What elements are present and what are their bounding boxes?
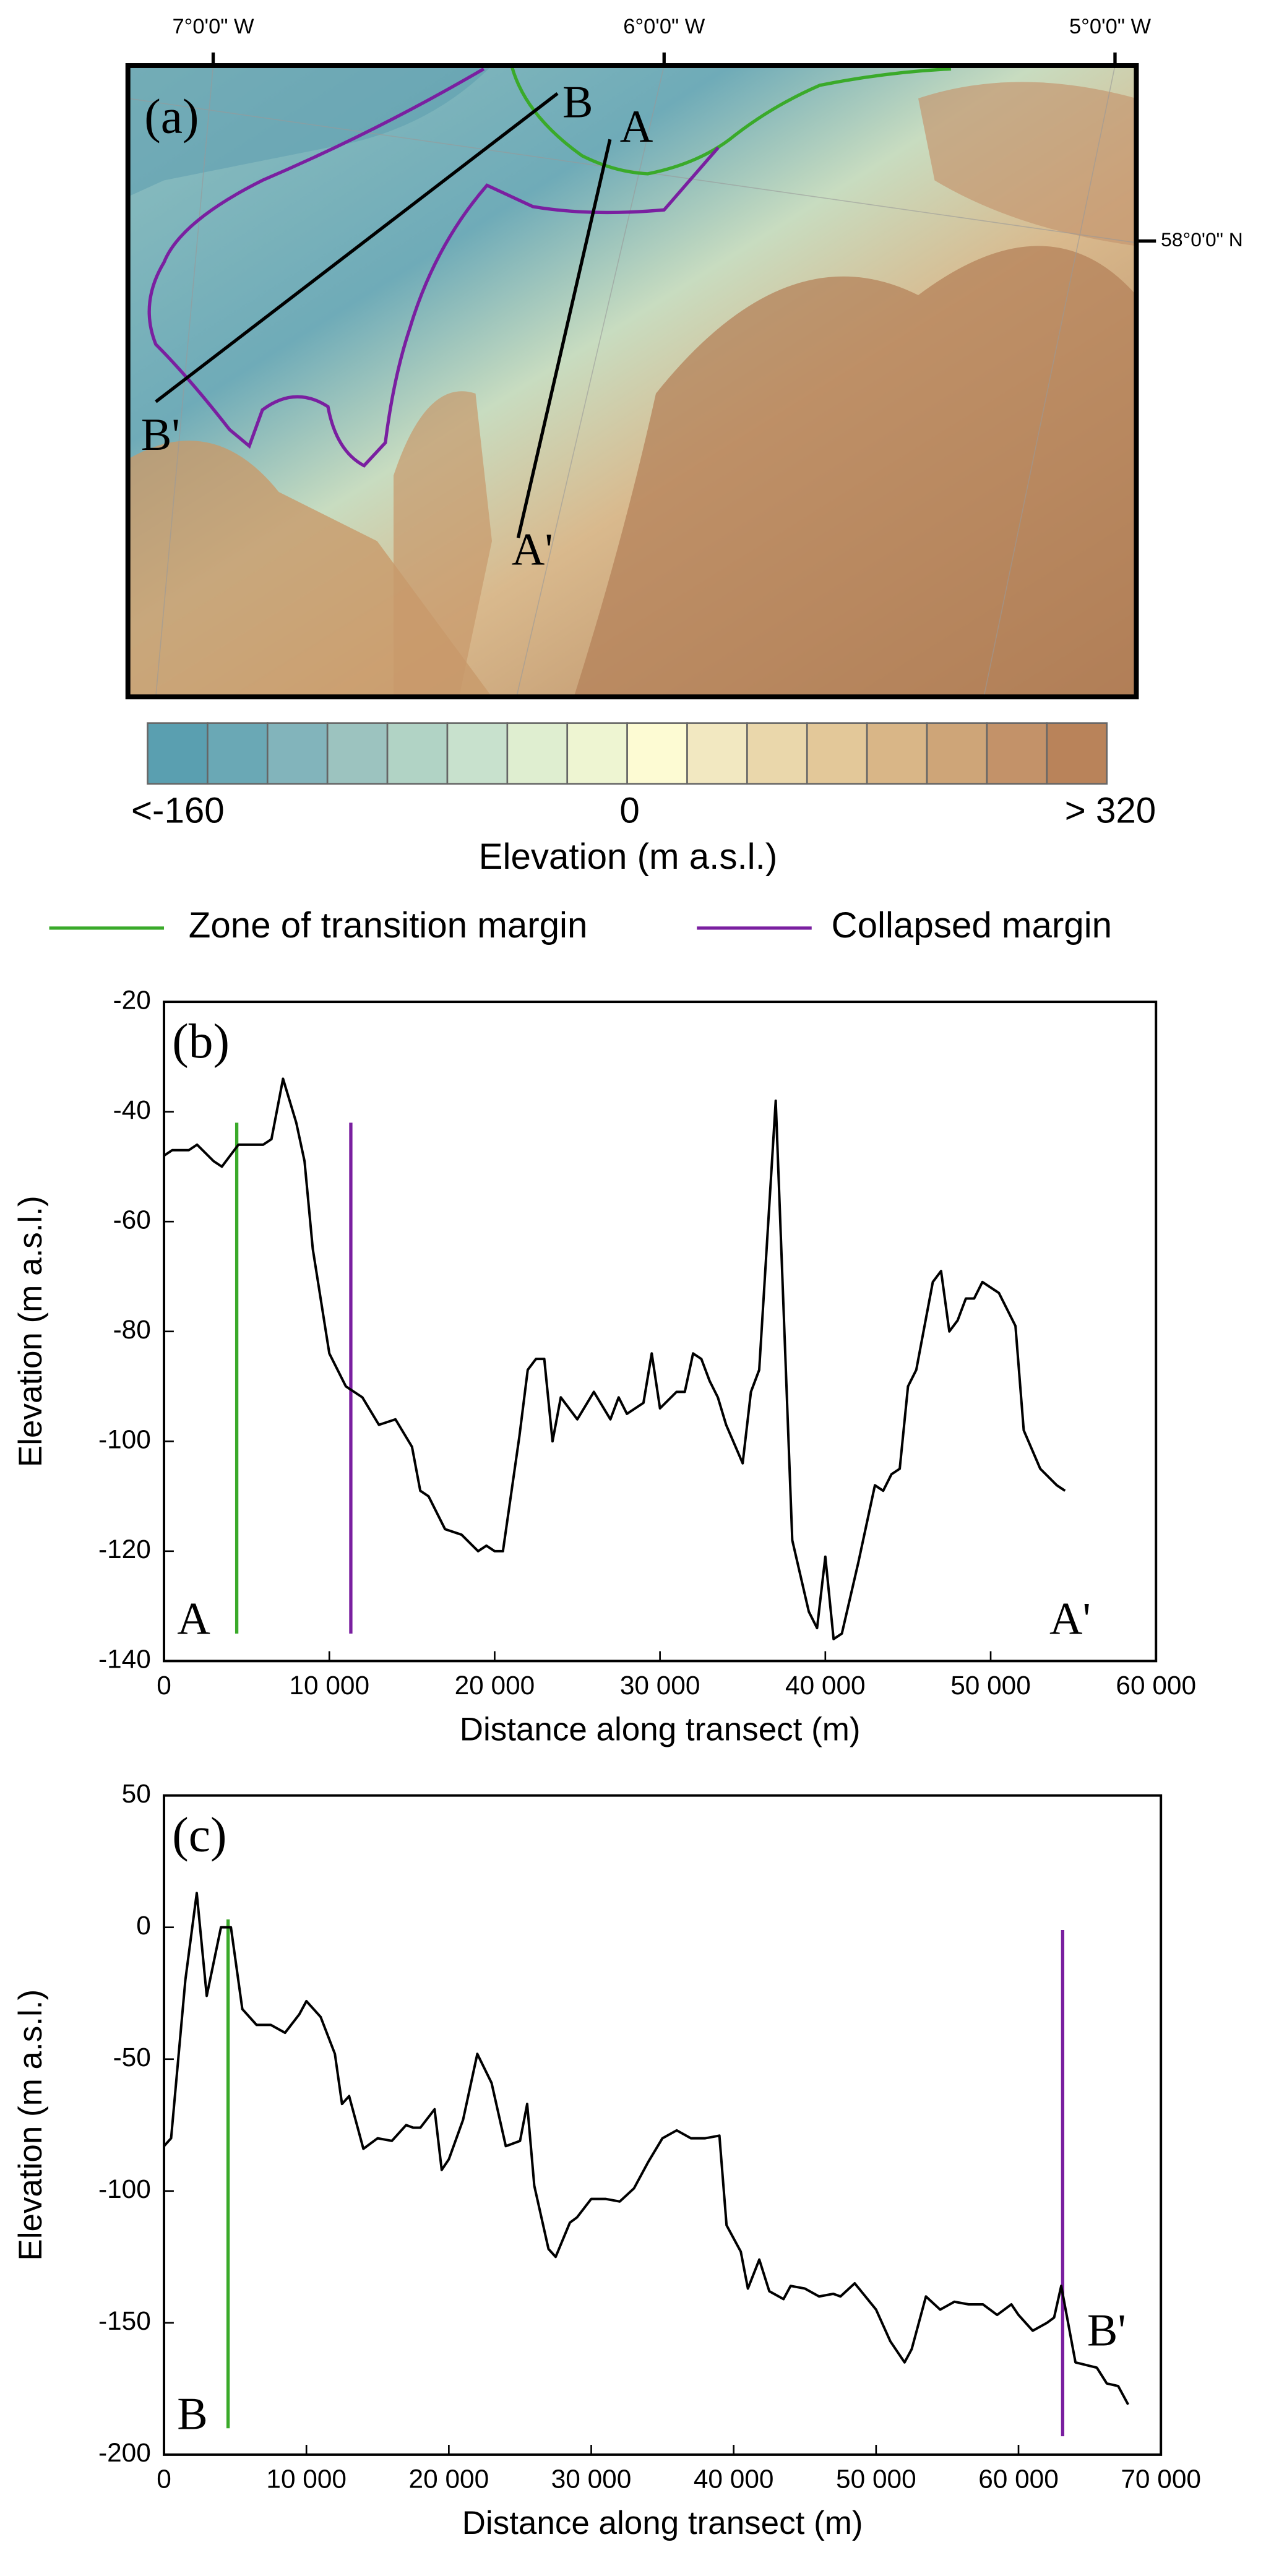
longitude-label: 6°0'0" W xyxy=(623,15,705,38)
chart: 0 10 000 20 000 30 000 40 000 50 000 60 000 -14… xyxy=(12,985,1196,1747)
transect-end-label: A xyxy=(177,1593,210,1644)
x-tick-label: 10 000 xyxy=(266,2465,347,2494)
colorbar-label: <-160 xyxy=(131,791,225,831)
terrain-highland xyxy=(574,246,1137,697)
x-tick-label: 40 000 xyxy=(694,2465,774,2494)
colorbar-title: Elevation (m a.s.l.) xyxy=(479,837,778,877)
y-tick-label: -80 xyxy=(113,1315,151,1344)
x-tick-label: 10 000 xyxy=(289,1671,369,1700)
graticule-line xyxy=(983,65,1116,697)
colorbar-label: > 320 xyxy=(1065,791,1156,831)
x-tick-label: 50 000 xyxy=(950,1671,1031,1700)
legend-label: Collapsed margin xyxy=(832,905,1113,946)
x-tick-label: 60 000 xyxy=(1116,1671,1196,1700)
colorbar-label: 0 xyxy=(619,791,639,831)
transect-label: B xyxy=(562,77,593,127)
transect-b xyxy=(155,92,559,403)
colorbar-cell xyxy=(626,722,688,785)
x-tick-label: 40 000 xyxy=(785,1671,866,1700)
x-tick-label: 30 000 xyxy=(551,2465,632,2494)
x-tick-label: 20 000 xyxy=(455,1671,535,1700)
map-panel: 7°0'0" W 6°0'0" W 5°0'0" W 58°0'0" N (a)… xyxy=(125,15,1243,700)
y-tick-label: -40 xyxy=(113,1095,151,1124)
terrain-highland xyxy=(394,391,493,697)
y-tick-label: -200 xyxy=(98,2438,151,2467)
colorbar-cell xyxy=(566,722,628,785)
y-axis-title: Elevation (m a.s.l.) xyxy=(12,1989,49,2261)
collapsed-margin-line xyxy=(147,67,720,468)
transect-end-label: B xyxy=(177,2389,207,2440)
y-axis-title: Elevation (m a.s.l.) xyxy=(12,1195,49,1467)
x-tick-label: 60 000 xyxy=(978,2465,1059,2494)
longitude-label: 7°0'0" W xyxy=(172,15,254,38)
y-tick-label: -120 xyxy=(98,1535,151,1564)
panel-label: (a) xyxy=(144,89,199,144)
transect-a xyxy=(516,139,612,538)
terrain-basin xyxy=(127,65,493,197)
x-tick-label: 0 xyxy=(157,2465,171,2494)
y-tick-label: -60 xyxy=(113,1205,151,1234)
transition-margin-line xyxy=(510,65,952,176)
y-tick-label: -150 xyxy=(98,2306,151,2335)
plot-frame xyxy=(163,1001,1158,1663)
transect-label: A' xyxy=(512,525,553,575)
legend-label: Zone of transition margin xyxy=(189,905,588,946)
longitude-label: 5°0'0" W xyxy=(1069,15,1152,38)
profile-line xyxy=(163,1892,1129,2405)
y-tick-label: -50 xyxy=(113,2043,151,2072)
graticule xyxy=(127,65,1137,697)
colorbar-cell xyxy=(446,722,509,785)
y-tick-label: -100 xyxy=(98,2174,151,2203)
colorbar-cell xyxy=(266,722,329,785)
x-tick-label: 50 000 xyxy=(836,2465,916,2494)
x-tick-label: 70 000 xyxy=(1121,2465,1201,2494)
legend: Zone of transition margin Collapsed marg… xyxy=(49,905,1113,946)
chart: 0 10 000 20 000 30 000 40 000 50 000 60 000 70 … xyxy=(12,1779,1201,2541)
terrain-highland xyxy=(918,82,1137,246)
y-tick-label: -20 xyxy=(113,985,151,1014)
x-axis-title: Distance along transect (m) xyxy=(462,2505,863,2541)
colorbar-cell xyxy=(746,722,808,785)
graticule-line xyxy=(127,98,1137,243)
transect-end-label: B' xyxy=(1087,2305,1126,2356)
y-tick-label: -100 xyxy=(98,1424,151,1454)
colorbar-cell xyxy=(986,722,1048,785)
colorbar-cell xyxy=(806,722,868,785)
colorbar-cell xyxy=(506,722,569,785)
y-tick-label: 0 xyxy=(136,1911,151,1940)
plot-frame xyxy=(163,1794,1163,2456)
x-tick-label: 0 xyxy=(157,1671,171,1700)
colorbar-cell xyxy=(1046,722,1108,785)
colorbar-cell xyxy=(326,722,389,785)
graticule-line xyxy=(515,65,665,697)
colorbar-cell xyxy=(147,722,209,785)
transect-label: A xyxy=(620,101,653,152)
x-tick-label: 20 000 xyxy=(409,2465,489,2494)
colorbar: <-160 0 > 320 Elevation (m a.s.l.) xyxy=(131,722,1156,877)
x-axis-title: Distance along transect (m) xyxy=(460,1711,861,1747)
transect-end-label: A' xyxy=(1049,1593,1091,1644)
latitude-label: 58°0'0" N xyxy=(1161,228,1243,251)
colorbar-cell xyxy=(926,722,988,785)
transect-label: B' xyxy=(141,410,180,460)
profile-line xyxy=(163,1077,1066,1640)
y-tick-label: -140 xyxy=(98,1645,151,1674)
panel-label: (c) xyxy=(172,1807,226,1862)
colorbar-cell xyxy=(686,722,748,785)
y-tick-label: 50 xyxy=(122,1779,151,1808)
colorbar-cell xyxy=(386,722,449,785)
map-frame xyxy=(125,63,1139,700)
colorbar-cell xyxy=(866,722,928,785)
panel-label: (b) xyxy=(172,1014,230,1069)
colorbar-cell xyxy=(207,722,269,785)
x-tick-label: 30 000 xyxy=(620,1671,700,1700)
